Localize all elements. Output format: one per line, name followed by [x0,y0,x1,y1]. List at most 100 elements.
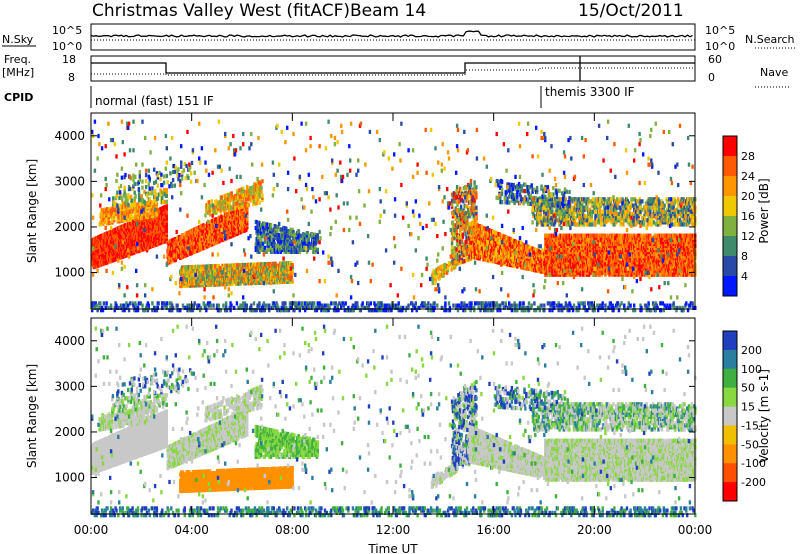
power-echo-cell [140,193,143,199]
power-echo-cell [446,270,449,275]
power-echo-cell [148,197,151,202]
power-echo-cell [469,207,473,212]
power-echo-cell [459,213,462,218]
power-echo-cell [133,196,136,201]
power-echo-cell [256,224,259,229]
power-echo-cell [450,241,454,246]
power-echo-cell [232,204,235,209]
power-echo-cell [190,160,194,165]
cpid-segment-normal: normal (fast) 151 IF [95,94,214,108]
power-echo-cell [120,175,124,180]
power-echo-cell [265,228,268,233]
power-echo-cell [128,186,132,192]
power-echo-cell [232,200,235,205]
power-echo-cell [469,211,473,216]
power-echo-cell [459,223,463,228]
power-echo-cell [154,179,158,184]
power-echo-cell [125,218,129,223]
power-echo-cell [270,237,274,242]
power-echo-cell [226,197,230,202]
power-echo-cell [129,194,133,199]
power-echo-cell [234,206,237,211]
power-echo-cell [177,254,180,259]
power-echo-cell [462,186,465,191]
power-echo-cell [114,196,118,201]
power-echo-cell [132,177,135,183]
power-echo-cell [464,231,467,237]
power-scatter [91,119,697,313]
power-echo-cell [156,183,159,188]
power-echo-cell [180,164,183,169]
power-echo-cell [247,203,251,208]
power-echo-cell [475,205,478,210]
power-echo-cell [466,251,469,256]
power-echo-cell [477,227,480,232]
power-echo-cell [246,210,249,215]
power-echo-cell [430,273,434,278]
freq-tick-bottom: 8 [68,71,75,84]
power-echo-cell [147,212,150,217]
power-echo-cell [204,213,207,218]
power-echo-cell [198,245,202,250]
power-echo-cell [177,177,180,182]
power-echo-cell [144,185,148,190]
power-echo-cell [451,228,455,233]
power-echo-cell [451,212,455,217]
power-echo-cell [179,178,182,184]
power-echo-cell [213,234,217,239]
power-echo-cell [133,190,136,195]
power-echo-cell [480,230,483,235]
power-echo-cell [168,184,171,189]
power-echo-cell [165,193,168,198]
power-echo-cell [478,246,481,251]
power-echo-cell [255,201,259,206]
power-echo-cell [443,266,446,271]
power-echo-cell [473,184,476,189]
power-echo-cell [165,218,168,223]
power-echo-cell [259,243,262,248]
power-echo-cell [208,208,212,213]
power-echo-cell [474,187,477,192]
power-echo-cell [465,258,468,263]
power-echo-cell [234,224,237,229]
power-echo-cell [455,228,458,233]
power-echo-cell [174,165,177,170]
power-echo-cell [155,207,158,212]
power-echo-cell [176,248,179,253]
power-echo-cell [459,186,462,191]
power-echo-cell [316,233,319,238]
freq-unit-label: [MHz] [2,66,34,79]
power-echo-cell [431,281,434,286]
power-echo-cell [466,195,469,201]
power-echo-cell [151,200,154,206]
power-echo-cell [189,179,193,184]
power-echo-cell [123,185,126,190]
power-echo-cell [208,204,212,209]
power-echo-cell [458,199,461,204]
nave-line [91,67,695,76]
power-echo-cell [463,258,466,264]
power-echo-cell [459,194,462,200]
power-echo-cell [233,226,236,231]
power-echo-cell [165,228,168,233]
power-echo-cell [254,197,258,202]
power-echo-cell [431,277,434,282]
power-echo-cell [173,183,177,188]
power-echo-cell [118,195,121,200]
power-echo-cell [258,262,261,267]
power-echo-cell [130,198,134,203]
power-echo-cell [127,217,130,222]
power-echo-cell [307,237,310,242]
power-echo-cell [273,241,276,246]
power-echo-cell [291,271,294,276]
power-echo-cell [450,245,454,250]
power-echo-cell [261,193,264,198]
power-echo-cell [255,193,259,198]
power-echo-cell [460,197,464,202]
power-echo-cell [308,233,311,238]
power-echo-cell [242,196,245,201]
power-echo-cell [453,246,456,251]
power-echo-cell [297,229,301,234]
power-echo-cell [260,231,263,236]
power-echo-cell [269,272,273,277]
